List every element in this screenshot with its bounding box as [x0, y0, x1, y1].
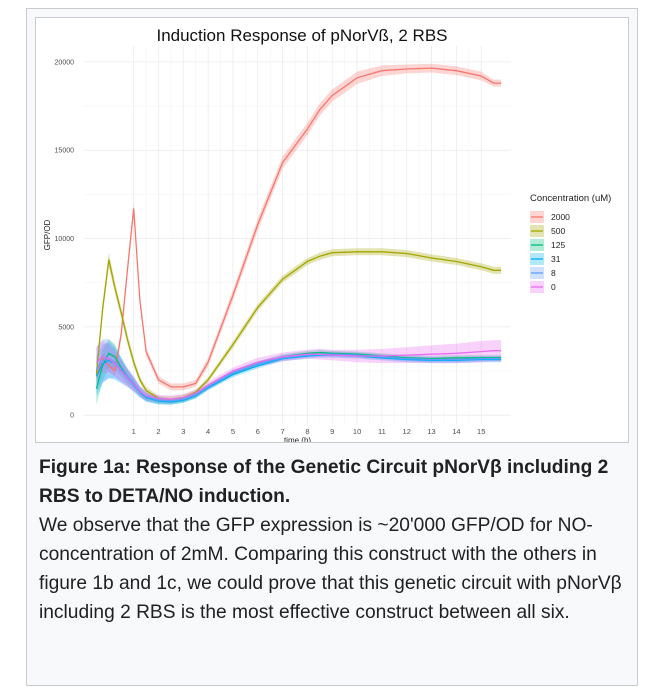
y-axis-label: GFP/OD	[43, 219, 52, 250]
x-tick-label: 8	[305, 427, 309, 436]
series-line-500	[95, 251, 502, 400]
x-tick-label: 10	[353, 427, 361, 436]
x-tick-label: 15	[477, 427, 485, 436]
x-tick-label: 3	[181, 427, 185, 436]
confidence-band-500	[96, 248, 502, 402]
legend-label-8: 8	[551, 268, 556, 278]
y-tick-label: 5000	[58, 324, 74, 331]
series-line-0	[95, 350, 502, 400]
legend-label-0: 0	[551, 282, 556, 292]
confidence-band-2000	[96, 63, 502, 391]
caption-title: Figure 1a: Response of the Genetic Circu…	[39, 457, 609, 507]
figure-caption: Figure 1a: Response of the Genetic Circu…	[39, 453, 629, 627]
x-tick-label: 7	[281, 427, 285, 436]
x-tick-label: 12	[403, 427, 411, 436]
confidence-band-0	[96, 340, 502, 403]
x-tick-label: 13	[427, 427, 435, 436]
caption-body: We observe that the GFP expression is ~2…	[39, 515, 622, 623]
legend-title: Concentration (uM)	[530, 193, 611, 204]
y-tick-label: 20000	[55, 59, 75, 66]
chart-frame: 1 2 3 4 5 6 7 8 9 10 11 12 13 14 15 0 5000 10000 15000 2000…	[35, 17, 629, 443]
y-tick-label: 15000	[55, 148, 75, 155]
x-tick-label: 9	[330, 427, 334, 436]
x-tick-label: 11	[378, 427, 386, 436]
x-tick-label: 4	[206, 427, 210, 436]
series-line-8	[95, 353, 502, 402]
figure-box: 1 2 3 4 5 6 7 8 9 10 11 12 13 14 15 0 5000 10000 15000 2000…	[26, 8, 638, 686]
series-line-2000	[95, 67, 502, 388]
x-tick-label: 2	[156, 427, 160, 436]
x-tick-label: 14	[452, 427, 460, 436]
x-axis-label: time (h)	[284, 436, 311, 442]
x-tick-label: 6	[256, 427, 260, 436]
legend-label-31: 31	[551, 254, 561, 264]
x-tick-label: 5	[231, 427, 235, 436]
legend-label-500: 500	[551, 226, 565, 236]
y-tick-label: 0	[70, 413, 74, 420]
chart-title: Induction Response of pNorVß, 2 RBS	[156, 26, 447, 45]
y-tick-label: 10000	[55, 236, 75, 243]
legend-label-125: 125	[551, 240, 565, 250]
x-tick-label: 1	[132, 427, 136, 436]
induction-response-chart: 1 2 3 4 5 6 7 8 9 10 11 12 13 14 150500010000150002000…	[43, 26, 611, 442]
legend-label-2000: 2000	[551, 212, 570, 222]
